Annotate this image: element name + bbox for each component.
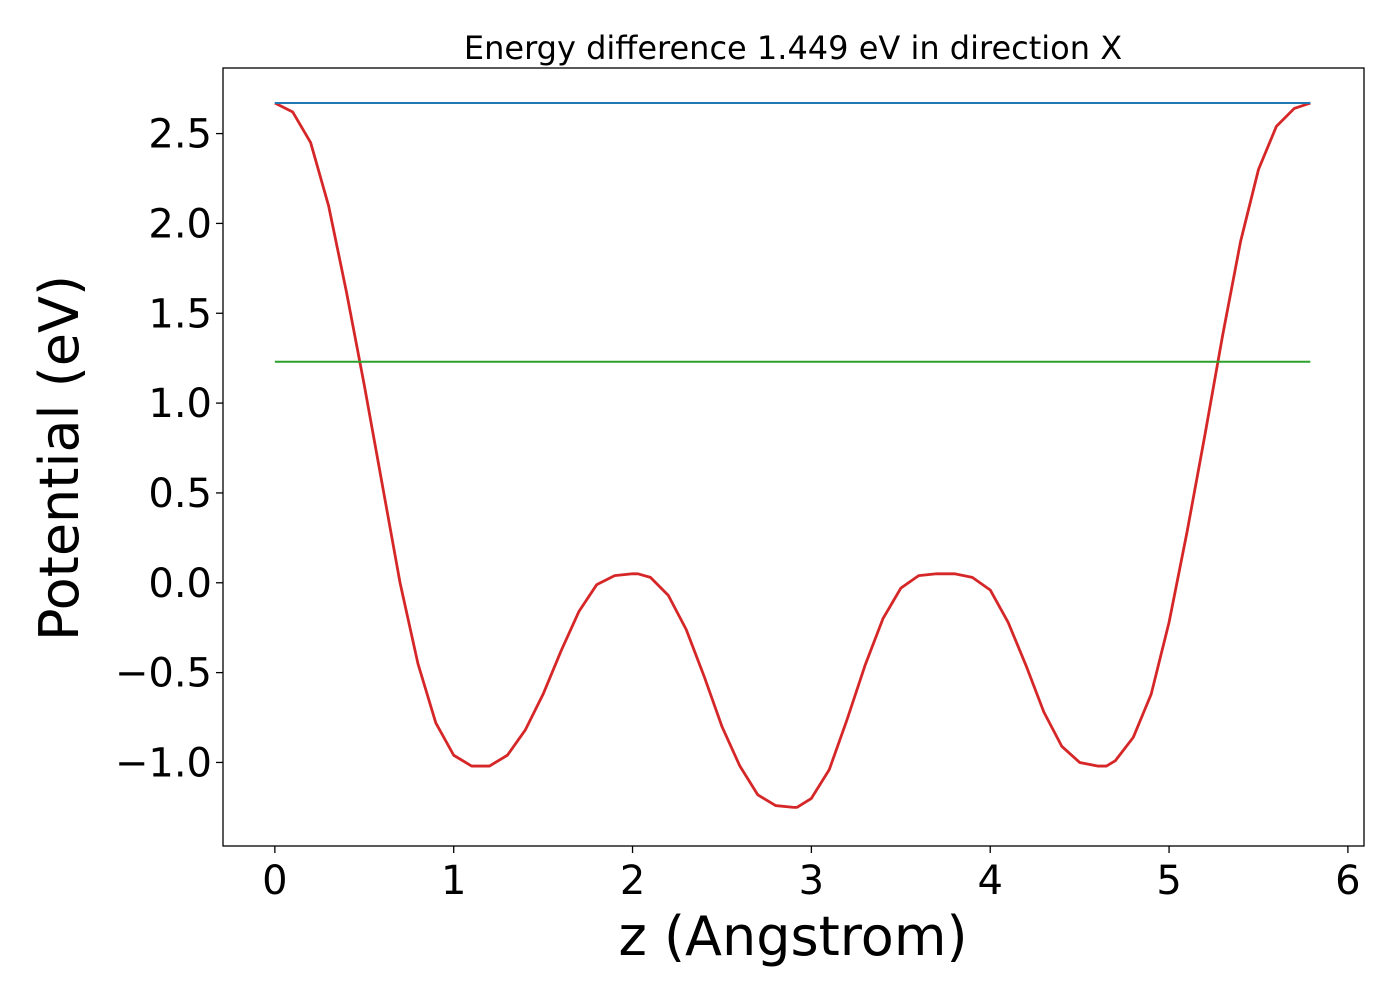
series-layer xyxy=(274,101,1311,809)
y-tick-label: 2.0 xyxy=(148,201,212,247)
y-tick-label: −1.0 xyxy=(115,740,212,786)
plot-frame xyxy=(222,67,1365,847)
x-tick-label: 2 xyxy=(620,858,645,904)
x-axis: 0 1 2 3 4 5 6 xyxy=(262,846,1361,904)
y-axis-title: Potential (eV) xyxy=(28,275,91,641)
y-tick-label: 1.5 xyxy=(148,291,212,337)
x-tick-label: 6 xyxy=(1335,858,1360,904)
x-tick-label: 4 xyxy=(977,858,1002,904)
x-tick-label: 3 xyxy=(799,858,824,904)
x-tick-label: 0 xyxy=(262,858,287,904)
chart-title: Energy difference 1.449 eV in direction … xyxy=(464,29,1122,67)
y-tick-label: 1.0 xyxy=(148,381,212,427)
series-line-0 xyxy=(274,101,1311,809)
y-tick-label: 2.5 xyxy=(148,112,212,158)
y-tick-label: −0.5 xyxy=(115,651,212,697)
y-tick-label: 0.5 xyxy=(148,471,212,517)
x-axis-title: z (Angstrom) xyxy=(618,905,967,968)
y-axis: −1.0 −0.5 0.0 0.5 1.0 1.5 2.0 2.5 xyxy=(115,112,223,786)
y-tick-label: 0.0 xyxy=(148,561,212,607)
x-tick-label: 5 xyxy=(1156,858,1181,904)
x-tick-label: 1 xyxy=(441,858,466,904)
